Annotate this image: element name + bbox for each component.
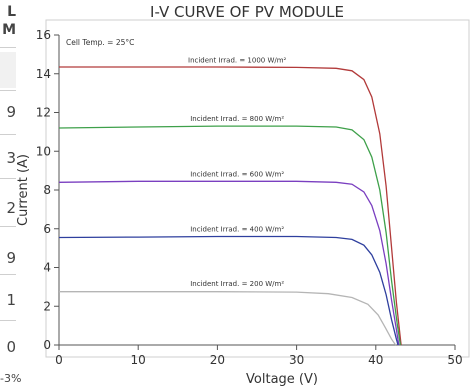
series-label: Incident Irrad. = 400 W/m²: [190, 225, 284, 233]
series-layer: [58, 66, 402, 346]
x-axis-title: Voltage (V): [246, 372, 318, 387]
table-divider: [0, 47, 16, 48]
left-table-fragment: L M 9 3 2 9 1 0 -3%: [0, 0, 21, 389]
table-cell: 3: [6, 149, 16, 167]
table-divider: [0, 90, 16, 91]
y-axis-title: Current (A): [16, 154, 31, 226]
table-divider: [0, 274, 16, 275]
y-tick-label: 10: [36, 144, 51, 158]
series-line-2: [58, 180, 400, 346]
x-tick-label: 30: [289, 353, 304, 367]
series-line-1: [58, 125, 402, 346]
table-cell: 9: [6, 103, 16, 121]
x-tick-label: 10: [131, 353, 146, 367]
table-divider: [0, 178, 16, 179]
table-cell: 0: [6, 338, 16, 356]
series-line-4: [59, 291, 397, 346]
chart-frame: [45, 19, 470, 358]
x-tick-label: 0: [55, 353, 63, 367]
series-label: Incident Irrad. = 800 W/m²: [190, 115, 284, 123]
table-divider: [0, 226, 16, 227]
y-tick-label: 4: [43, 261, 51, 275]
table-shaded-row: [0, 52, 16, 88]
series-labels-layer: Incident Irrad. = 1000 W/m² Incident Irra…: [188, 56, 287, 288]
series-label: Incident Irrad. = 600 W/m²: [190, 170, 284, 178]
y-tick-label: 6: [43, 222, 51, 236]
table-header-line-1: L: [7, 4, 16, 20]
table-cell: 2: [6, 199, 16, 217]
table-divider: [0, 320, 16, 321]
x-tick-label: 40: [368, 353, 383, 367]
table-divider: [0, 134, 16, 135]
y-tick-label: 16: [36, 28, 51, 42]
cell-temp-annotation: Cell Temp. = 25°C: [66, 38, 134, 47]
series-label: Incident Irrad. = 200 W/m²: [190, 280, 284, 288]
y-tick-label: 8: [43, 183, 51, 197]
x-tick-label: 20: [210, 353, 225, 367]
ticks-layer: 0 2 4 6 8 10 12 14 16 0 10 20 30 40 50: [36, 28, 463, 367]
chart-title: I-V CURVE OF PV MODULE: [150, 3, 344, 21]
series-line-0: [59, 66, 402, 346]
table-cell: 9: [6, 249, 16, 267]
y-tick-label: 12: [36, 106, 51, 120]
y-tick-label: 2: [43, 299, 51, 313]
table-cell: 1: [6, 291, 16, 309]
x-tick-label: 50: [447, 353, 462, 367]
y-tick-label: 14: [36, 67, 51, 81]
series-line-3: [58, 235, 399, 346]
y-tick-label: 0: [43, 338, 51, 352]
table-footer-note: -3%: [0, 372, 22, 385]
table-header-line-2: M: [2, 22, 16, 38]
series-label: Incident Irrad. = 1000 W/m²: [188, 56, 287, 64]
